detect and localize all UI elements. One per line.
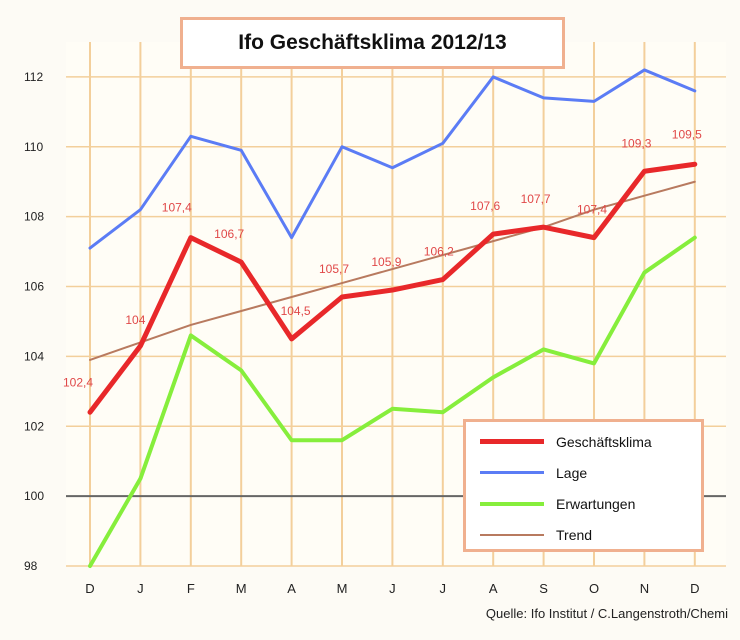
y-tick-label: 108: [24, 210, 44, 224]
x-tick-label: M: [337, 581, 348, 596]
legend-item-lage: Lage: [480, 457, 693, 488]
data-label: 107,4: [577, 203, 607, 217]
data-label: 104,5: [281, 304, 311, 318]
data-label: 109,5: [672, 127, 702, 141]
data-label: 105,9: [371, 255, 401, 269]
axes: 98 100 102 104 106 108 110 112 D J F M A M J J A S O N D: [24, 70, 699, 596]
series-line-geschftsklima: [87, 161, 698, 415]
x-tick-label: M: [236, 581, 247, 596]
data-label: 109,3: [621, 136, 651, 150]
data-label: 106,7: [214, 227, 244, 241]
x-tick-label: A: [489, 581, 498, 596]
grid: [66, 42, 726, 567]
chart-title-text: Ifo Geschäftsklima 2012/13: [238, 31, 507, 54]
data-label: 102,4: [63, 375, 93, 389]
legend-swatch: [480, 533, 544, 536]
legend-item-trend: Trend: [480, 519, 693, 550]
x-tick-label: D: [690, 581, 699, 596]
x-tick-label: D: [85, 581, 94, 596]
y-tick-label: 104: [24, 349, 44, 363]
y-tick-label: 106: [24, 280, 44, 294]
data-labels: 102,4 104 107,4 106,7 104,5 105,7 105,9 106,2 10…: [63, 127, 702, 389]
legend-swatch: [480, 501, 544, 506]
y-tick-label: 102: [24, 419, 44, 433]
legend: Geschäftsklima Lage Erwartungen Trend: [463, 419, 704, 552]
series-line-erwartungen: [88, 235, 697, 568]
legend-label: Trend: [556, 526, 593, 543]
x-tick-label: S: [539, 581, 548, 596]
data-label: 107,7: [521, 192, 551, 206]
legend-swatch: [480, 471, 544, 474]
y-tick-label: 100: [24, 489, 44, 503]
legend-item-erwartungen: Erwartungen: [480, 488, 693, 519]
x-tick-label: J: [440, 581, 447, 596]
data-label: 106,2: [424, 245, 454, 259]
data-label: 107,4: [162, 201, 192, 215]
x-tick-label: O: [589, 581, 599, 596]
data-label: 105,7: [319, 262, 349, 276]
x-tick-label: A: [287, 581, 296, 596]
series-line-lage: [88, 68, 697, 250]
series-line-trend: [89, 180, 696, 361]
x-tick-label: N: [640, 581, 649, 596]
x-tick-label: F: [187, 581, 195, 596]
legend-label: Lage: [556, 464, 588, 481]
x-tick-label: J: [137, 581, 144, 596]
data-label: 107,6: [470, 199, 500, 213]
y-tick-label: 98: [24, 559, 38, 573]
source-note: Quelle: Ifo Institut / C.Langenstroth/Ch…: [485, 606, 728, 621]
y-tick-label: 110: [24, 140, 43, 154]
series-lines: [87, 68, 698, 568]
x-tick-label: J: [389, 581, 396, 596]
data-label: 104: [125, 313, 145, 327]
legend-item-geschaeftsklima: Geschäftsklima: [480, 426, 693, 457]
y-tick-label: 112: [24, 70, 43, 84]
legend-label: Geschäftsklima: [556, 433, 652, 450]
legend-label: Erwartungen: [556, 495, 636, 512]
chart-title: Ifo Geschäftsklima 2012/13: [180, 17, 565, 69]
legend-swatch: [480, 439, 544, 444]
